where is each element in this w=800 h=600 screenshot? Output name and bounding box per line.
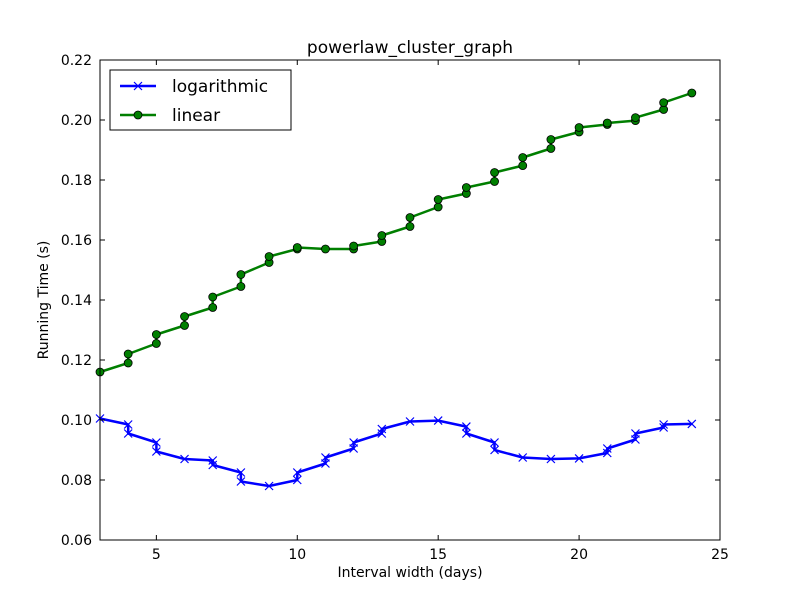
data-point-linear (292, 243, 302, 252)
axis-ticks: 5 10 15 20 25 0.06 0.08 0.10 0.12 0.14 0.16 0.18 0.2… (61, 53, 729, 563)
data-point-logarithmic (461, 429, 471, 438)
x-tick-label: 25 (711, 547, 729, 563)
data-point-linear (208, 303, 218, 312)
data-point-logarithmic (461, 422, 471, 432)
data-point-linear (574, 123, 584, 132)
data-point-logarithmic (574, 453, 584, 463)
data-point-linear (123, 349, 133, 359)
data-point-logarithmic (180, 454, 189, 464)
data-point-logarithmic (433, 416, 443, 426)
series-layer (95, 88, 697, 491)
y-tick-label: 0.12 (61, 353, 92, 369)
x-tick-label: 5 (152, 547, 161, 563)
data-point-linear (433, 202, 443, 212)
data-point-linear (236, 282, 246, 291)
data-point-logarithmic (659, 420, 669, 429)
data-point-logarithmic (236, 468, 246, 477)
legend: logarithmic linear (109, 69, 292, 131)
x-tick-label: 20 (570, 547, 588, 563)
data-point-logarithmic (490, 438, 499, 447)
chart-title: powerlaw_cluster_graph (307, 38, 513, 58)
y-tick-label: 0.18 (61, 173, 92, 189)
data-point-logarithmic (208, 460, 218, 470)
data-point-linear (602, 118, 612, 128)
plot-frame (99, 59, 721, 541)
data-point-linear (377, 231, 387, 240)
data-point-logarithmic (292, 468, 302, 477)
data-point-linear (321, 244, 330, 254)
data-point-linear (151, 330, 161, 339)
data-point-linear (490, 177, 499, 186)
y-tick-label: 0.14 (61, 293, 92, 309)
data-point-logarithmic (631, 429, 640, 438)
legend-label-logarithmic: logarithmic (172, 77, 268, 97)
data-point-linear (659, 98, 669, 107)
y-tick-label: 0.16 (61, 233, 92, 249)
x-tick-label: 10 (288, 547, 306, 563)
y-axis-label: Running Time (s) (36, 241, 52, 360)
data-point-linear (180, 321, 189, 330)
data-point-logarithmic (659, 423, 669, 432)
data-point-linear (433, 195, 443, 204)
data-point-linear (208, 292, 218, 302)
data-point-logarithmic (602, 444, 612, 453)
data-point-logarithmic (123, 420, 133, 429)
data-point-logarithmic (518, 453, 528, 462)
x-tick-label: 15 (429, 547, 447, 563)
legend-label-linear: linear (172, 106, 220, 126)
data-point-logarithmic (490, 445, 499, 455)
data-point-linear (123, 358, 133, 368)
data-point-logarithmic (123, 429, 133, 438)
data-point-logarithmic (546, 454, 556, 464)
data-point-linear (461, 183, 471, 192)
data-point-logarithmic (236, 477, 246, 486)
data-point-linear (264, 252, 274, 261)
y-tick-label: 0.22 (61, 53, 92, 69)
data-point-logarithmic (264, 481, 274, 491)
data-point-linear (180, 312, 189, 321)
y-tick-label: 0.08 (61, 473, 92, 489)
data-point-linear (518, 153, 528, 162)
data-point-logarithmic (321, 453, 330, 462)
plot-area (100, 60, 720, 540)
data-point-linear (236, 270, 246, 279)
legend-marker-logarithmic (133, 81, 143, 91)
y-tick-label: 0.10 (61, 413, 92, 429)
y-tick-label: 0.20 (61, 113, 92, 129)
legend-marker-linear (133, 110, 143, 120)
data-point-logarithmic (349, 438, 359, 447)
data-point-logarithmic (151, 447, 161, 456)
data-point-linear (349, 241, 359, 251)
data-point-logarithmic (405, 417, 415, 426)
data-point-linear (546, 135, 556, 144)
data-point-logarithmic (292, 475, 302, 485)
data-point-logarithmic (151, 438, 161, 447)
data-point-linear (151, 339, 161, 348)
data-point-linear (405, 213, 415, 222)
legend-box (109, 69, 292, 131)
data-point-linear (631, 113, 640, 122)
data-point-linear (546, 144, 556, 153)
x-axis-label: Interval width (days) (337, 565, 482, 581)
data-point-linear (490, 168, 499, 177)
y-tick-label: 0.06 (61, 533, 92, 549)
data-point-linear (405, 222, 415, 231)
data-point-logarithmic (687, 419, 697, 429)
data-point-logarithmic (377, 424, 387, 434)
data-point-linear (518, 161, 528, 171)
data-point-linear (687, 88, 697, 98)
